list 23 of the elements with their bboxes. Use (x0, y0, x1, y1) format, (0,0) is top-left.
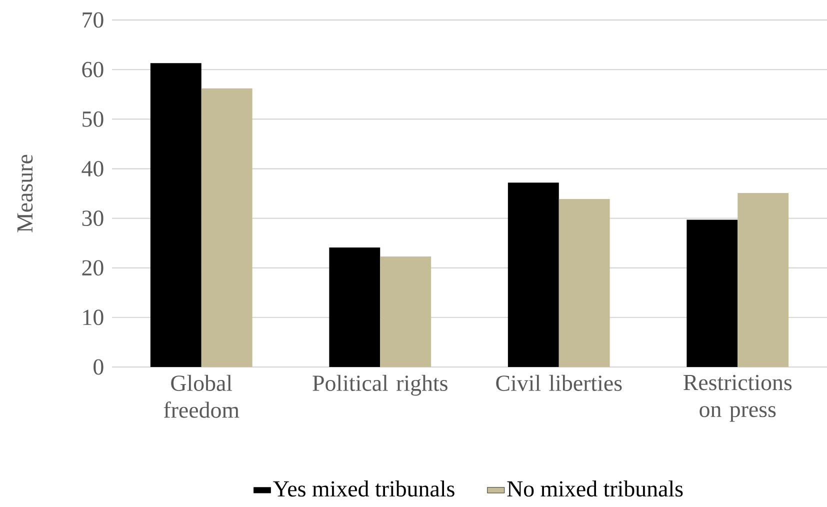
y-tick-label: 0 (94, 359, 104, 375)
y-tick-label: 20 (82, 260, 104, 276)
x-tick-label: Civil liberties (496, 374, 622, 391)
y-tick-label: 40 (82, 160, 104, 176)
y-tick-label: 10 (83, 310, 104, 326)
bar (380, 256, 432, 367)
bar (329, 248, 380, 367)
y-tick-label: 60 (82, 62, 104, 78)
y-tick-label: 30 (82, 210, 104, 226)
bar (558, 198, 610, 367)
bar (201, 88, 252, 367)
bar (508, 182, 559, 367)
x-tick-label: Global freedom (164, 374, 240, 418)
y-tick-label: 70 (82, 12, 104, 28)
x-tick-label: Restrictions on press (684, 374, 792, 422)
x-tick-label: Political rights (312, 374, 448, 396)
bar (150, 63, 202, 367)
legend-label: Yes mixed tribunals (273, 480, 454, 497)
bar (686, 220, 738, 367)
bar (738, 193, 789, 367)
legend-label: No mixed tribunals (507, 480, 683, 497)
y-tick-label: 50 (82, 111, 104, 127)
y-axis-title: Measure (17, 154, 33, 232)
